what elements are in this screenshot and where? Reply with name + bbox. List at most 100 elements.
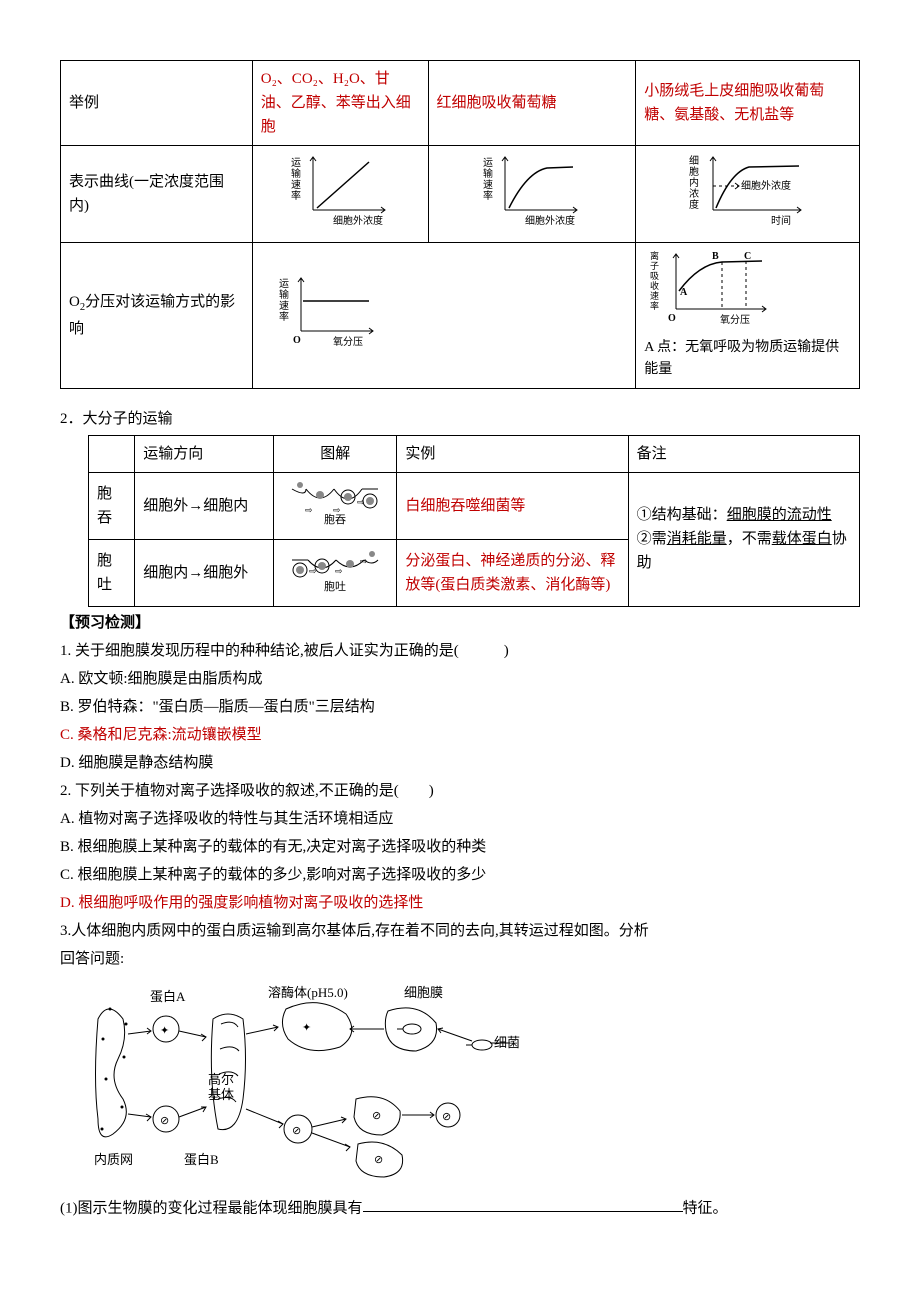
- exo-label: 胞吐: [324, 580, 346, 592]
- svg-text:B: B: [712, 251, 719, 262]
- blank-line: [363, 1195, 683, 1213]
- row-example-c4: 小肠绒毛上皮细胞吸收葡萄糖、氨基酸、无机盐等: [636, 61, 860, 146]
- lysosome-label: 溶酶体(pH5.0): [268, 985, 348, 1000]
- q3-diagram: 内质网 ✦ 蛋白A ⊘ 蛋白B 高尔 基体 ✦ 溶酶体(pH5.0): [88, 979, 860, 1187]
- q1-stem: 1. 关于细胞膜发现历程中的种种结论,被后人证实为正确的是( ): [60, 639, 860, 663]
- svg-text:✦: ✦: [302, 1022, 311, 1034]
- note-u1: 细胞膜的流动性: [727, 507, 832, 523]
- svg-text:⊘: ⊘: [292, 1125, 301, 1137]
- svg-text:输: 输: [483, 167, 493, 180]
- proteinB-label: 蛋白B: [184, 1152, 219, 1167]
- chart5-origin: O: [668, 313, 676, 324]
- svg-text:C: C: [744, 251, 751, 262]
- chart1-xlabel: 细胞外浓度: [333, 214, 383, 227]
- golgi-label: 高尔: [208, 1072, 234, 1087]
- q1-d: D. 细胞膜是静态结构膜: [60, 751, 860, 775]
- svg-text:✦: ✦: [160, 1025, 169, 1037]
- q3-sub1: (1)图示生物膜的变化过程最能体现细胞膜具有 特征。: [60, 1195, 860, 1221]
- svg-text:⇨: ⇨: [335, 566, 343, 576]
- q2-stem: 2. 下列关于植物对离子选择吸收的叙述,不正确的是( ): [60, 779, 860, 803]
- document-page: 举例 O₂、CO₂、H₂O、甘油、乙醇、苯等出入细胞 红细胞吸收葡萄糖 小肠绒毛…: [60, 60, 860, 1220]
- row-o2-label: O2分压对该运输方式的影响: [61, 243, 253, 389]
- chart4-svg: 运 输 速 率 O 氧分压: [273, 273, 383, 349]
- o2-note: A 点：无氧呼吸为物质运输提供能量: [644, 337, 851, 382]
- chart-o2-passive: 运 输 速 率 O 氧分压: [252, 243, 636, 389]
- chart4-origin: O: [293, 335, 301, 346]
- svg-text:速: 速: [483, 179, 493, 191]
- q3-sub1-post: 特征。: [683, 1200, 728, 1216]
- q3-sub1-pre: (1)图示生物膜的变化过程最能体现细胞膜具有: [60, 1200, 363, 1216]
- svg-text:基体: 基体: [208, 1087, 234, 1102]
- row-example-label: 举例: [61, 61, 253, 146]
- svg-text:浓: 浓: [689, 188, 699, 200]
- chart1-ylabel: 运: [291, 157, 301, 169]
- membrane-label: 细胞膜: [404, 985, 443, 1000]
- svg-text:内: 内: [689, 176, 699, 189]
- svg-text:⇨: ⇨: [305, 505, 313, 515]
- q2-c: C. 根细胞膜上某种离子的载体的多少,影响对离子选择吸收的多少: [60, 863, 860, 887]
- row-example-c2: O₂、CO₂、H₂O、甘油、乙醇、苯等出入细胞: [252, 61, 428, 146]
- svg-text:输: 输: [291, 167, 301, 180]
- q3-stem2: 回答问题:: [60, 947, 860, 971]
- svg-text:吸: 吸: [650, 271, 659, 281]
- chart5-svg: A B C 离 子 吸 收 速 率 O 氧分压: [644, 249, 779, 327]
- svg-text:子: 子: [650, 261, 659, 271]
- chart-o2-active: A B C 离 子 吸 收 速 率 O 氧分压 A 点：无氧呼吸为物质运输提供能…: [636, 243, 860, 389]
- svg-text:⇨: ⇨: [360, 556, 368, 566]
- note-u2: 消耗能量: [667, 531, 727, 547]
- row-example-c3: 红细胞吸收葡萄糖: [428, 61, 636, 146]
- svg-text:运: 运: [279, 278, 289, 290]
- chart-facilitated: 运 输 速 率 细胞外浓度: [428, 146, 636, 243]
- section2-title: 2．大分子的运输: [60, 407, 860, 431]
- note-pre2: ②需: [637, 531, 667, 547]
- exocytosis-icon: ⇨ ⇨ ⇨ 胞吐: [290, 546, 380, 592]
- chart2-svg: 运 输 速 率 细胞外浓度: [477, 152, 587, 228]
- t2-head-note: 备注: [628, 435, 859, 472]
- svg-text:率: 率: [650, 300, 659, 311]
- q1-c: C. 桑格和尼克森:流动镶嵌模型: [60, 723, 860, 747]
- table-row: 举例 O₂、CO₂、H₂O、甘油、乙醇、苯等出入细胞 红细胞吸收葡萄糖 小肠绒毛…: [61, 61, 860, 146]
- t2-r2-c4: 分泌蛋白、神经递质的分泌、释放等(蛋白质类激素、消化酶等): [397, 539, 628, 606]
- er-label: 内质网: [94, 1152, 133, 1167]
- t2-r2-c1: 胞吐: [89, 539, 135, 606]
- q3-stem1: 3.人体细胞内质网中的蛋白质运输到高尔基体后,存在着不同的去向,其转运过程如图。…: [60, 919, 860, 943]
- t2-r1-c2: 细胞外→细胞内: [135, 472, 274, 539]
- svg-text:⊘: ⊘: [442, 1111, 451, 1123]
- chart1-svg: 运 输 速 率 细胞外浓度: [285, 152, 395, 228]
- transport-table-1: 举例 O₂、CO₂、H₂O、甘油、乙醇、苯等出入细胞 红细胞吸收葡萄糖 小肠绒毛…: [60, 60, 860, 389]
- q2-b: B. 根细胞膜上某种离子的载体的有无,决定对离子选择吸收的种类: [60, 835, 860, 859]
- q2-d: D. 根细胞呼吸作用的强度影响植物对离子吸收的选择性: [60, 891, 860, 915]
- svg-text:⊘: ⊘: [374, 1154, 383, 1166]
- note-pre1: ①结构基础：: [637, 507, 727, 523]
- chart3-svg: 细胞外浓度 细 胞 内 浓 度 时间: [683, 152, 813, 228]
- table-row: 运输方向 图解 实例 备注: [89, 435, 860, 472]
- svg-text:离: 离: [650, 250, 659, 261]
- endo-label: 胞吞: [324, 513, 346, 525]
- table-row: 表示曲线(一定浓度范围内) 运 输 速 率 细胞外浓度: [61, 146, 860, 243]
- endocytosis-icon: ⇨ ⇨ ⇨ 胞吞: [290, 479, 380, 525]
- pretest-title: 【预习检测】: [60, 611, 860, 635]
- svg-text:A: A: [680, 287, 688, 298]
- t2-head-example: 实例: [397, 435, 628, 472]
- bacteria-label: 细菌: [494, 1035, 520, 1050]
- row-curve-label: 表示曲线(一定浓度范围内): [61, 146, 253, 243]
- svg-text:细: 细: [689, 154, 699, 167]
- svg-text:输: 输: [279, 288, 289, 301]
- macromolecule-table: 运输方向 图解 实例 备注 胞吞 细胞外→细胞内: [88, 435, 860, 607]
- svg-text:速: 速: [650, 291, 659, 301]
- svg-text:率: 率: [483, 189, 493, 202]
- t2-head-diagram: 图解: [274, 435, 397, 472]
- t2-r1-c4: 白细胞吞噬细菌等: [397, 472, 628, 539]
- proteinA-label: 蛋白A: [150, 989, 186, 1004]
- t2-r1-c1: 胞吞: [89, 472, 135, 539]
- svg-text:运: 运: [483, 157, 493, 169]
- svg-text:速: 速: [279, 300, 289, 312]
- svg-text:收: 收: [650, 280, 659, 291]
- svg-text:速: 速: [291, 179, 301, 191]
- chart3-dashlabel: 细胞外浓度: [741, 179, 791, 192]
- q1-a: A. 欧文顿:细胞膜是由脂质构成: [60, 667, 860, 691]
- t2-r2-diagram: ⇨ ⇨ ⇨ 胞吐: [274, 539, 397, 606]
- chart-active: 细胞外浓度 细 胞 内 浓 度 时间: [636, 146, 860, 243]
- chart4-xlabel: 氧分压: [333, 335, 363, 348]
- table-row: O2分压对该运输方式的影响 运 输 速 率 O 氧分压: [61, 243, 860, 389]
